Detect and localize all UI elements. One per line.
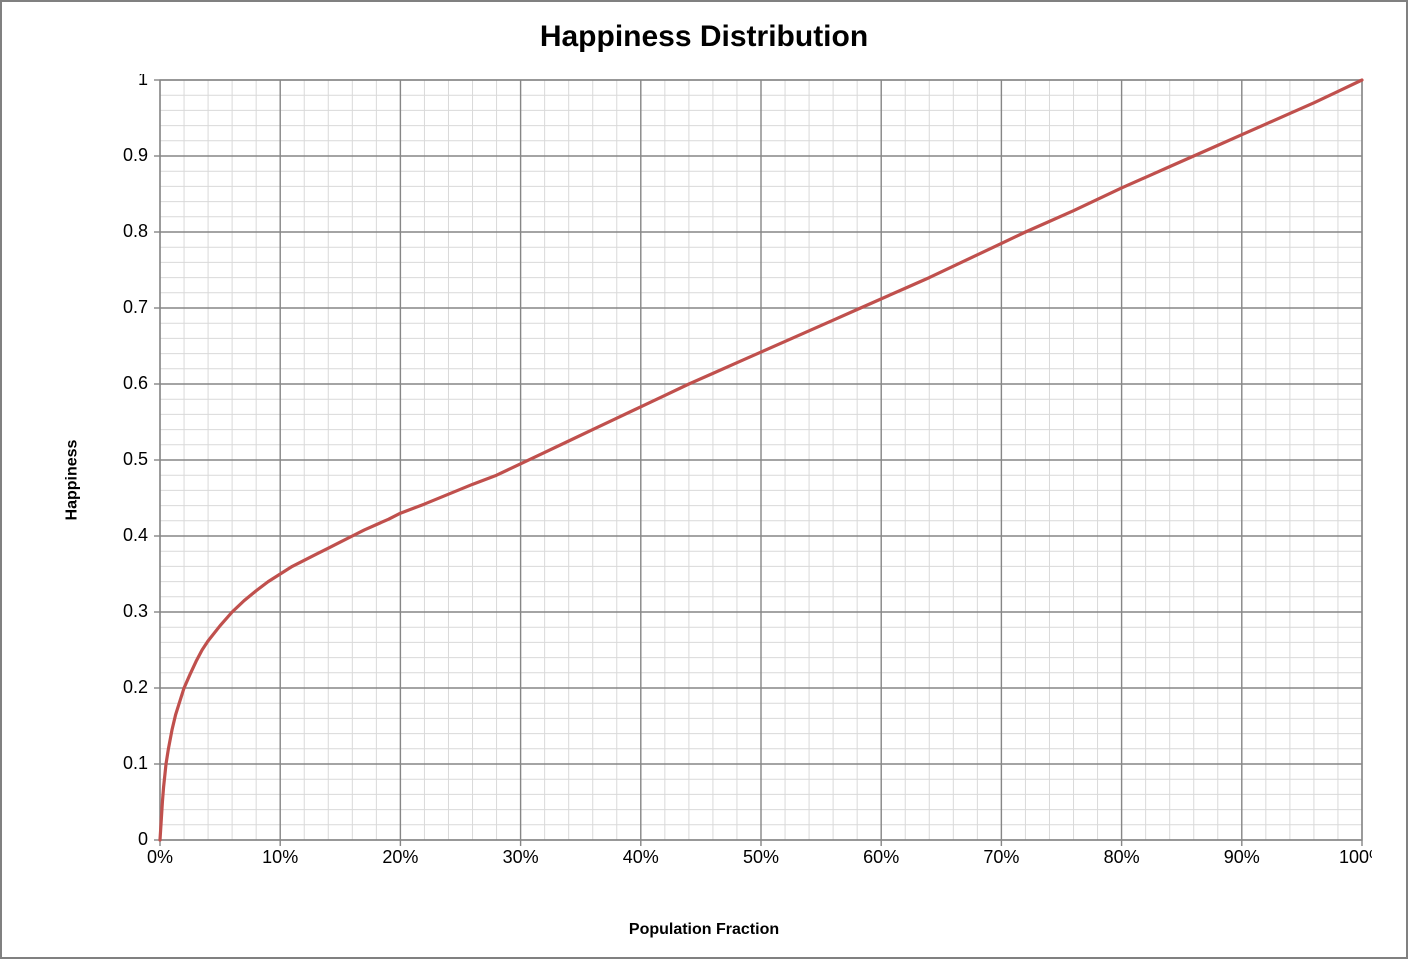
y-tick-label: 0.8 xyxy=(123,221,148,241)
plot-svg: 0% 10% 20% 30% 40% 50% 60% 70% 80% 90% 100% 0 0.1 0.2… xyxy=(122,74,1372,884)
x-tick-label: 30% xyxy=(503,847,539,867)
x-tick-label: 50% xyxy=(743,847,779,867)
y-tick-label: 0.3 xyxy=(123,601,148,621)
y-tick-label: 1 xyxy=(138,74,148,89)
x-tick-label: 20% xyxy=(382,847,418,867)
x-tick-label: 70% xyxy=(983,847,1019,867)
y-tick-label: 0.4 xyxy=(123,525,148,545)
y-tick-label: 0.2 xyxy=(123,677,148,697)
x-tick-label: 40% xyxy=(623,847,659,867)
x-tick-label: 0% xyxy=(147,847,173,867)
x-tick-label: 90% xyxy=(1224,847,1260,867)
y-tick-label: 0.7 xyxy=(123,297,148,317)
x-tick-label: 100% xyxy=(1339,847,1372,867)
chart-frame: Happiness Distribution Happiness Populat… xyxy=(0,0,1408,959)
y-tick-label: 0.9 xyxy=(123,145,148,165)
x-tick-label: 60% xyxy=(863,847,899,867)
y-tick-label: 0 xyxy=(138,829,148,849)
y-tick-label: 0.1 xyxy=(123,753,148,773)
x-axis-label: Population Fraction xyxy=(2,921,1406,939)
y-tick-label: 0.5 xyxy=(123,449,148,469)
chart-title: Happiness Distribution xyxy=(2,20,1406,54)
y-axis-label: Happiness xyxy=(63,439,81,520)
major-grid xyxy=(160,80,1362,840)
x-tick-label: 10% xyxy=(262,847,298,867)
plot-area: 0% 10% 20% 30% 40% 50% 60% 70% 80% 90% 100% 0 0.1 0.2… xyxy=(122,74,1372,884)
x-tick-label: 80% xyxy=(1104,847,1140,867)
ticks: 0% 10% 20% 30% 40% 50% 60% 70% 80% 90% 100% 0 0.1 0.2… xyxy=(123,74,1372,867)
y-tick-label: 0.6 xyxy=(123,373,148,393)
